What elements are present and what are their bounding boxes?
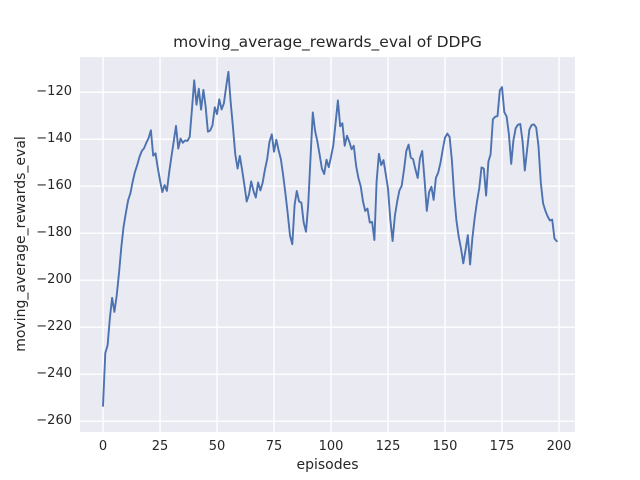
x-tick-label: 50 bbox=[208, 439, 226, 454]
y-tick-label: −180 bbox=[36, 225, 72, 241]
y-tick-label: −200 bbox=[36, 272, 72, 288]
y-tick-label: −120 bbox=[36, 84, 72, 100]
y-tick-label: −160 bbox=[36, 178, 72, 194]
x-tick-label: 175 bbox=[489, 439, 515, 454]
x-tick-label: 100 bbox=[318, 439, 344, 454]
x-tick-label: 200 bbox=[546, 439, 572, 454]
x-tick-label: 25 bbox=[151, 439, 169, 454]
y-tick-label: −260 bbox=[36, 413, 72, 429]
x-tick-label: 75 bbox=[265, 439, 283, 454]
y-tick-label: −220 bbox=[36, 319, 72, 335]
x-tick-label: 125 bbox=[375, 439, 401, 454]
data-line bbox=[102, 70, 558, 407]
x-tick-label: 150 bbox=[432, 439, 458, 454]
plot-area bbox=[80, 57, 575, 432]
y-axis-label: moving_average_rewards_eval bbox=[13, 136, 29, 352]
chart-title: moving_average_rewards_eval of DDPG bbox=[173, 33, 482, 51]
y-tick-label: −240 bbox=[36, 366, 72, 382]
x-axis-label: episodes bbox=[296, 457, 359, 473]
y-tick-label: −140 bbox=[36, 131, 72, 147]
plot-canvas bbox=[80, 57, 575, 432]
x-tick-label: 0 bbox=[98, 439, 108, 454]
